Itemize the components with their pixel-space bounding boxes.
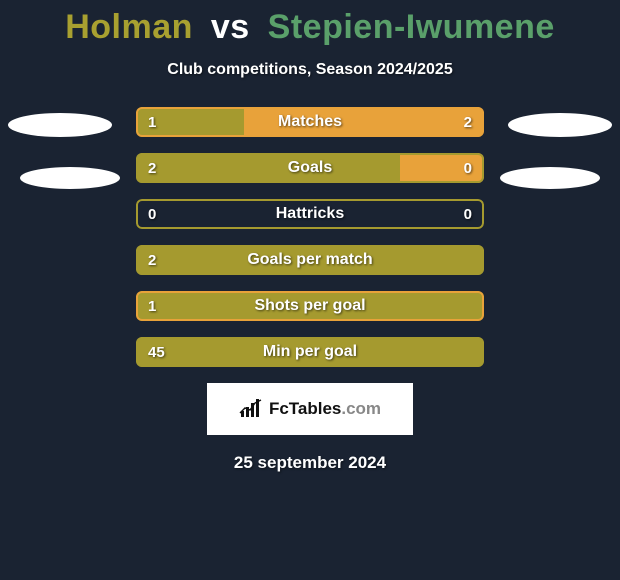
vs-text: vs	[211, 8, 250, 46]
stat-bar: 45Min per goal	[136, 337, 484, 367]
stat-bar: 20Goals	[136, 153, 484, 183]
stat-bar: 00Hattricks	[136, 199, 484, 229]
stat-bar: 1Shots per goal	[136, 291, 484, 321]
logo-text: FcTables.com	[269, 399, 381, 419]
bars-container: 12Matches 20Goals 00Hattricks 2Goals per ma…	[136, 107, 484, 367]
stat-bar: 2Goals per match	[136, 245, 484, 275]
logo-box: FcTables.com	[207, 383, 413, 435]
stat-bar: 12Matches	[136, 107, 484, 137]
subtitle: Club competitions, Season 2024/2025	[0, 61, 620, 79]
logo-brand: FcTables	[269, 399, 341, 418]
avatar-placeholder-left-1	[8, 113, 112, 137]
avatar-placeholder-right-2	[500, 167, 600, 189]
date-text: 25 september 2024	[0, 453, 620, 473]
avatar-placeholder-left-2	[20, 167, 120, 189]
player1-name: Holman	[65, 8, 193, 46]
player2-name: Stepien-Iwumene	[268, 8, 555, 46]
logo-domain: .com	[341, 399, 381, 418]
logo-chart-icon	[239, 399, 263, 419]
comparison-chart: 12Matches 20Goals 00Hattricks 2Goals per ma…	[0, 107, 620, 473]
page-title: Holman vs Stepien-Iwumene	[0, 8, 620, 47]
avatar-placeholder-right-1	[508, 113, 612, 137]
